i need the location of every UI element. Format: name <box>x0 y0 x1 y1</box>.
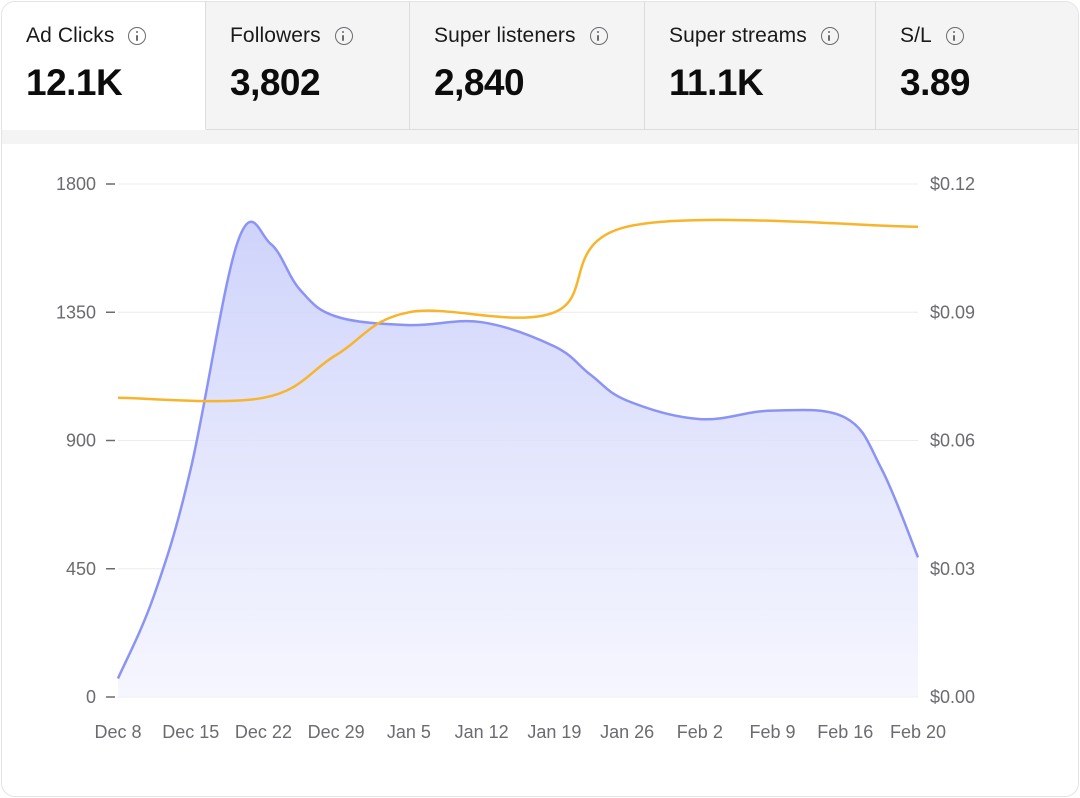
tab-value: 3.89 <box>900 62 971 103</box>
tab-label: Super listeners <box>434 24 576 47</box>
info-icon[interactable] <box>820 27 839 45</box>
x-tick-label: Dec 15 <box>162 722 219 742</box>
ad-clicks-line <box>116 220 920 679</box>
y-right-tick-label: $0.06 <box>930 431 975 451</box>
y-left-tick-label: 1350 <box>56 302 96 322</box>
metric-tabs: Ad Clicks 12.1K Followers 3,802 Super li… <box>2 2 1078 130</box>
tab-super-listeners[interactable]: Super listeners 2,840 <box>410 2 645 130</box>
x-tick-label: Jan 26 <box>600 722 654 742</box>
cost-per-click-line <box>117 218 919 403</box>
ad-clicks-area <box>118 221 918 697</box>
x-tick-label: Jan 19 <box>527 722 581 742</box>
tabs-divider-band <box>2 130 1078 144</box>
y-right-tick-label: $0.12 <box>930 174 975 194</box>
y-left-tick-label: 450 <box>66 559 96 579</box>
tab-value: 3,802 <box>230 62 321 103</box>
tab-label: Followers <box>230 24 321 47</box>
tab-followers[interactable]: Followers 3,802 <box>206 2 410 130</box>
y-left-tick-label: 900 <box>66 431 96 451</box>
x-tick-label: Jan 5 <box>387 722 431 742</box>
tab-value: 12.1K <box>26 62 123 103</box>
x-tick-label: Feb 2 <box>677 722 723 742</box>
tab-label: S/L <box>900 24 932 47</box>
info-icon[interactable] <box>589 27 608 45</box>
tab-value: 2,840 <box>434 62 525 103</box>
info-icon[interactable] <box>945 27 964 45</box>
info-icon[interactable] <box>128 27 147 45</box>
y-right-tick-label: $0.09 <box>930 302 975 322</box>
y-right-tick-label: $0.03 <box>930 559 975 579</box>
info-icon[interactable] <box>334 27 353 45</box>
y-left-tick-label: 1800 <box>56 174 96 194</box>
x-tick-label: Feb 9 <box>750 722 796 742</box>
tab-value: 11.1K <box>669 62 764 103</box>
tab-label: Ad Clicks <box>26 24 115 47</box>
x-tick-label: Jan 12 <box>455 722 509 742</box>
x-tick-label: Feb 20 <box>890 722 946 742</box>
tab-super-streams[interactable]: Super streams 11.1K <box>645 2 876 130</box>
tab-label: Super streams <box>669 24 807 47</box>
y-left-tick-label: 0 <box>86 687 96 707</box>
tab-ad-clicks[interactable]: Ad Clicks 12.1K <box>2 2 206 130</box>
tab-s-l[interactable]: S/L 3.89 <box>876 2 1078 130</box>
y-right-tick-label: $0.00 <box>930 687 975 707</box>
x-tick-label: Feb 16 <box>817 722 873 742</box>
x-tick-label: Dec 29 <box>308 722 365 742</box>
x-tick-label: Dec 8 <box>94 722 141 742</box>
x-tick-label: Dec 22 <box>235 722 292 742</box>
